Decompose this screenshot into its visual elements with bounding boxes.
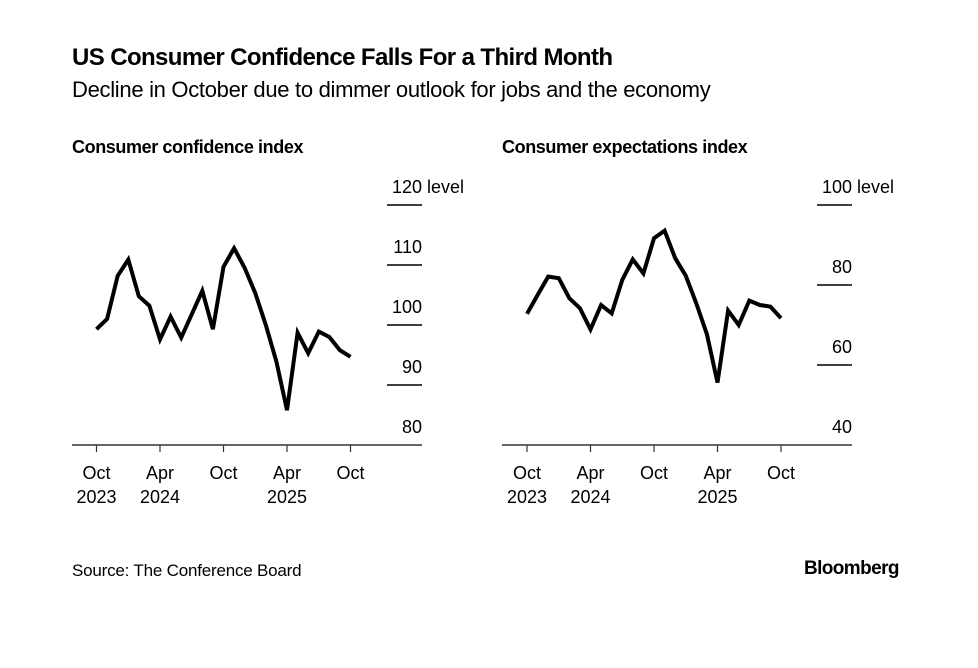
x-tick-label-year: 2024	[140, 487, 180, 507]
source-note: Source: The Conference Board	[72, 561, 302, 580]
x-tick-label: Apr	[576, 463, 604, 483]
series-line	[95, 244, 352, 411]
x-tick-label: Oct	[767, 463, 795, 483]
y-tick-label: 80	[402, 417, 422, 437]
y-tick-label: 80	[832, 257, 852, 277]
left-panel-title: Consumer confidence index	[72, 137, 304, 157]
right-panel-title: Consumer expectations index	[502, 137, 748, 157]
y-unit-label: level	[857, 177, 894, 197]
y-tick-label: 40	[832, 417, 852, 437]
y-tick-label: 100	[392, 297, 422, 317]
chart-subtitle: Decline in October due to dimmer outlook…	[72, 77, 711, 102]
y-tick-label: 60	[832, 337, 852, 357]
y-tick-label: 110	[393, 237, 422, 257]
x-tick-label: Apr	[273, 463, 301, 483]
x-tick-label: Apr	[703, 463, 731, 483]
series-line	[525, 227, 783, 384]
x-tick-label: Oct	[513, 463, 541, 483]
x-tick-label-year: 2024	[570, 487, 610, 507]
x-tick-label: Oct	[209, 463, 237, 483]
chart-title: US Consumer Confidence Falls For a Third…	[72, 44, 613, 71]
x-tick-label-year: 2025	[267, 487, 307, 507]
x-tick-label-year: 2025	[697, 487, 737, 507]
y-tick-label: 120	[392, 177, 422, 197]
x-tick-label: Oct	[640, 463, 668, 483]
bloomberg-logo: Bloomberg	[804, 558, 899, 579]
x-tick-label: Apr	[146, 463, 174, 483]
x-tick-label: Oct	[336, 463, 364, 483]
x-tick-label-year: 2023	[507, 487, 547, 507]
y-unit-label: level	[427, 177, 464, 197]
x-tick-label-year: 2023	[76, 487, 116, 507]
x-tick-label: Oct	[82, 463, 110, 483]
y-tick-label: 90	[402, 357, 422, 377]
y-tick-label: 100	[822, 177, 852, 197]
